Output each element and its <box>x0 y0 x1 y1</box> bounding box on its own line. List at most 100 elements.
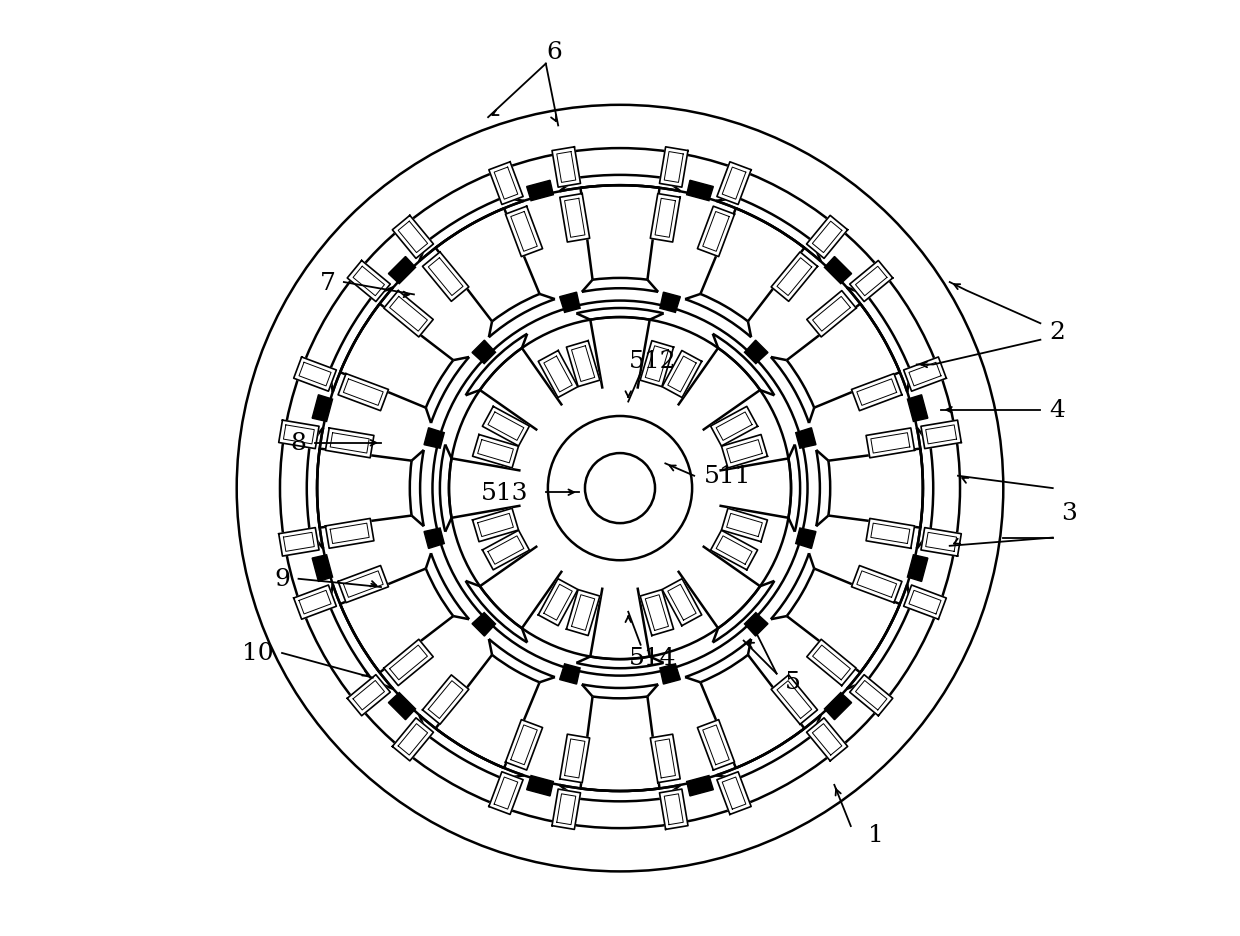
Polygon shape <box>538 351 578 398</box>
Polygon shape <box>325 429 374 459</box>
Polygon shape <box>472 509 518 542</box>
Polygon shape <box>506 207 543 257</box>
Polygon shape <box>697 207 734 257</box>
Polygon shape <box>423 253 469 302</box>
Polygon shape <box>384 639 433 686</box>
Polygon shape <box>506 720 543 770</box>
Polygon shape <box>552 148 580 188</box>
Polygon shape <box>424 429 444 448</box>
Text: 9: 9 <box>274 567 290 591</box>
Polygon shape <box>482 407 529 446</box>
Text: 3: 3 <box>1061 502 1078 525</box>
Polygon shape <box>339 566 388 603</box>
Text: 5: 5 <box>785 670 801 694</box>
Polygon shape <box>807 639 856 686</box>
Polygon shape <box>567 590 600 636</box>
Polygon shape <box>662 351 702 398</box>
Polygon shape <box>825 693 852 720</box>
Polygon shape <box>347 675 391 716</box>
Polygon shape <box>660 293 681 313</box>
Text: 10: 10 <box>242 642 273 665</box>
Polygon shape <box>908 555 928 582</box>
Polygon shape <box>640 342 673 388</box>
Text: 4: 4 <box>1049 399 1065 422</box>
Polygon shape <box>849 261 893 302</box>
Polygon shape <box>904 358 946 392</box>
Polygon shape <box>388 257 415 285</box>
Polygon shape <box>392 216 434 259</box>
Polygon shape <box>796 529 816 548</box>
Polygon shape <box>904 585 946 620</box>
Polygon shape <box>687 776 713 797</box>
Polygon shape <box>697 720 734 770</box>
Polygon shape <box>559 195 590 242</box>
Polygon shape <box>312 555 332 582</box>
Polygon shape <box>552 789 580 829</box>
Polygon shape <box>687 181 713 201</box>
Polygon shape <box>640 590 673 636</box>
Polygon shape <box>771 253 817 302</box>
Text: 2: 2 <box>1049 321 1065 344</box>
Polygon shape <box>424 529 444 548</box>
Polygon shape <box>279 420 319 449</box>
Text: 8: 8 <box>290 431 306 455</box>
Polygon shape <box>392 718 434 761</box>
Polygon shape <box>339 374 388 411</box>
Polygon shape <box>852 566 901 603</box>
Polygon shape <box>527 776 553 797</box>
Polygon shape <box>660 665 681 684</box>
Text: 7: 7 <box>320 271 335 294</box>
Polygon shape <box>921 420 961 449</box>
Polygon shape <box>806 216 848 259</box>
Polygon shape <box>347 261 391 302</box>
Polygon shape <box>660 789 688 829</box>
Polygon shape <box>279 528 319 557</box>
Text: 1: 1 <box>868 823 883 846</box>
Polygon shape <box>489 163 523 205</box>
Polygon shape <box>559 293 580 313</box>
Polygon shape <box>472 435 518 468</box>
Polygon shape <box>711 407 758 446</box>
Polygon shape <box>559 665 580 684</box>
Polygon shape <box>660 148 688 188</box>
Polygon shape <box>744 341 768 364</box>
Polygon shape <box>384 291 433 338</box>
Polygon shape <box>825 257 852 285</box>
Polygon shape <box>567 342 600 388</box>
Polygon shape <box>771 675 817 724</box>
Polygon shape <box>717 772 751 814</box>
Polygon shape <box>559 735 590 782</box>
Text: 512: 512 <box>629 349 677 373</box>
Polygon shape <box>489 772 523 814</box>
Polygon shape <box>325 519 374 548</box>
Polygon shape <box>388 693 415 720</box>
Polygon shape <box>866 429 915 459</box>
Polygon shape <box>294 358 336 392</box>
Polygon shape <box>807 291 856 338</box>
Polygon shape <box>423 675 469 724</box>
Polygon shape <box>650 735 681 782</box>
Polygon shape <box>717 163 751 205</box>
Polygon shape <box>921 528 961 557</box>
Polygon shape <box>294 585 336 620</box>
Polygon shape <box>866 519 915 548</box>
Polygon shape <box>711 531 758 570</box>
Polygon shape <box>662 579 702 626</box>
Polygon shape <box>472 613 496 636</box>
Polygon shape <box>538 579 578 626</box>
Polygon shape <box>806 718 848 761</box>
Text: 514: 514 <box>629 646 677 669</box>
Polygon shape <box>650 195 681 242</box>
Polygon shape <box>796 429 816 448</box>
Polygon shape <box>722 509 768 542</box>
Polygon shape <box>312 395 332 422</box>
Polygon shape <box>849 675 893 716</box>
Polygon shape <box>527 181 553 201</box>
Polygon shape <box>482 531 529 570</box>
Text: 6: 6 <box>546 40 562 64</box>
Polygon shape <box>908 395 928 422</box>
Text: 513: 513 <box>481 481 528 505</box>
Polygon shape <box>472 341 496 364</box>
Text: 511: 511 <box>703 465 751 488</box>
Polygon shape <box>722 435 768 468</box>
